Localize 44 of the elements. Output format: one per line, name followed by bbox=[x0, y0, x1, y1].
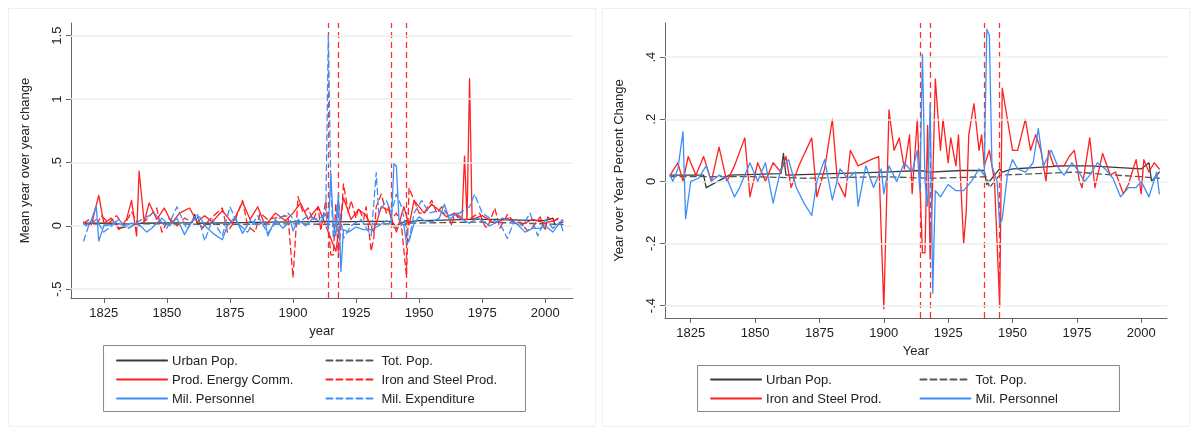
x-tick-label: 2000 bbox=[1126, 325, 1156, 340]
y-tick-label: .2 bbox=[643, 113, 658, 125]
y-tick-label: 0 bbox=[49, 222, 64, 230]
legend-label: Iron and Steel Prod. bbox=[766, 391, 882, 406]
x-tick-label: 2000 bbox=[530, 305, 560, 320]
x-tick-label: 1825 bbox=[89, 305, 119, 320]
line-series bbox=[669, 152, 1160, 189]
x-tick-label: 1925 bbox=[933, 325, 963, 340]
x-tick-label: 1850 bbox=[740, 325, 770, 340]
x-tick-label: 1875 bbox=[805, 325, 834, 340]
legend-label: Urban Pop. bbox=[172, 353, 238, 368]
x-tick-label: 1850 bbox=[152, 305, 182, 320]
x-tick-label: 1950 bbox=[404, 305, 434, 320]
y-tick-label: 1 bbox=[49, 95, 64, 103]
x-tick-label: 1825 bbox=[676, 325, 706, 340]
legend-label: Mil. Personnel bbox=[172, 391, 255, 406]
legend-label: Tot. Pop. bbox=[975, 372, 1027, 387]
y-tick-label: 0 bbox=[643, 177, 658, 185]
x-tick-label: 1875 bbox=[215, 305, 245, 320]
y-tick-label: -.2 bbox=[643, 235, 658, 252]
y-tick-label: -.4 bbox=[643, 297, 658, 314]
legend-label: Tot. Pop. bbox=[381, 353, 433, 368]
legend-label: Urban Pop. bbox=[766, 372, 832, 387]
x-tick-label: 1975 bbox=[467, 305, 497, 320]
x-tick-label: 1900 bbox=[278, 305, 308, 320]
x-tick-label: 1925 bbox=[341, 305, 371, 320]
x-axis-title: year bbox=[309, 323, 336, 338]
line-series bbox=[669, 171, 1160, 189]
y-axis-title: Mean year over year change bbox=[17, 77, 32, 244]
x-tick-label: 1975 bbox=[1062, 325, 1092, 340]
legend-label: Prod. Energy Comm. bbox=[172, 372, 294, 387]
y-tick-label: .4 bbox=[643, 51, 658, 63]
x-tick-label: 1900 bbox=[869, 325, 899, 340]
y-tick-label: .5 bbox=[49, 156, 64, 168]
y-tick-label: -.5 bbox=[49, 281, 64, 297]
line-series bbox=[669, 28, 1160, 294]
legend-label: Mil. Expenditure bbox=[381, 391, 475, 406]
y-tick-label: 1.5 bbox=[49, 26, 64, 45]
legend-label: Mil. Personnel bbox=[975, 391, 1058, 406]
y-axis-title: Year over Year Percent Change bbox=[611, 79, 626, 262]
line-series bbox=[669, 78, 1160, 310]
x-axis-title: Year bbox=[902, 343, 930, 358]
legend-label: Iron and Steel Prod. bbox=[381, 372, 498, 387]
x-tick-label: 1950 bbox=[998, 325, 1027, 340]
